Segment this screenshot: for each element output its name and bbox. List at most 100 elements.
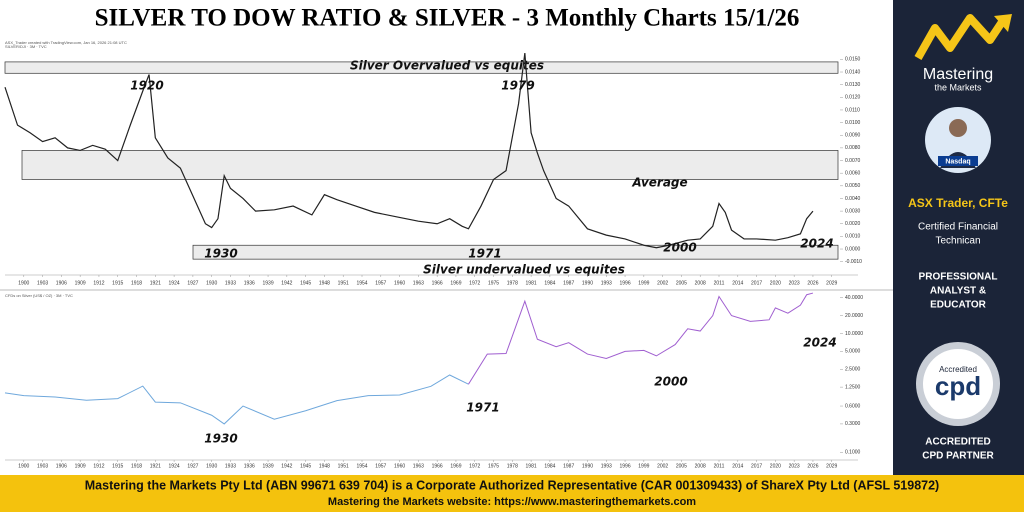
logo-arrowhead xyxy=(994,14,1012,32)
x-tick-label: 1990 xyxy=(582,280,593,286)
x-tick-label: 2026 xyxy=(807,280,818,286)
x-tick-label: 2005 xyxy=(676,463,687,469)
y-tick-label: 5.0000 xyxy=(845,349,861,355)
y-tick-label: 1.2500 xyxy=(845,384,861,390)
x-tick-label: 1930 xyxy=(206,280,217,286)
x-tick-label: 1930 xyxy=(206,463,217,469)
x-tick-label: 2026 xyxy=(807,463,818,469)
x-tick-label: 1978 xyxy=(507,463,518,469)
y-tick-label: 0.0020 xyxy=(845,221,861,227)
zone xyxy=(21,150,839,180)
x-tick-label: 1921 xyxy=(150,280,161,286)
x-tick-label: 1927 xyxy=(187,280,198,286)
x-tick-label: 1966 xyxy=(432,280,443,286)
x-tick-label: 1927 xyxy=(187,463,198,469)
x-tick-label: 2017 xyxy=(751,280,762,286)
x-tick-label: 1900 xyxy=(18,463,29,469)
y-tick-label: 0.0140 xyxy=(845,69,861,75)
x-tick-label: 1912 xyxy=(93,280,104,286)
x-tick-label: 1981 xyxy=(526,280,537,286)
x-tick-label: 1984 xyxy=(544,280,555,286)
x-tick-label: 1948 xyxy=(319,463,330,469)
logo-arrow xyxy=(914,14,1006,60)
logo-subtext: the Markets xyxy=(934,82,982,92)
x-tick-label: 1984 xyxy=(544,463,555,469)
x-tick-label: 1981 xyxy=(526,463,537,469)
annotation: 2024 xyxy=(803,336,836,350)
x-tick-label: 1936 xyxy=(244,280,255,286)
badge: Nasdaq xyxy=(945,158,970,165)
x-tick-label: 1906 xyxy=(56,463,67,469)
x-tick-label: 1954 xyxy=(356,463,367,469)
x-tick-label: 1906 xyxy=(56,280,67,286)
cpd-logo: cpd xyxy=(935,371,981,401)
page-title: SILVER TO DOW RATIO & SILVER - 3 Monthly… xyxy=(95,5,800,32)
x-tick-label: 1939 xyxy=(262,280,273,286)
x-tick-label: 1909 xyxy=(75,280,86,286)
chart-subtitle: SILVER/DJI · 3M · TVC xyxy=(5,44,47,49)
x-tick-label: 2002 xyxy=(657,463,668,469)
annotation: 1971 xyxy=(466,401,499,415)
x-tick-label: 2005 xyxy=(676,280,687,286)
x-tick-label: 1945 xyxy=(300,280,311,286)
badge-bg xyxy=(938,156,978,166)
tagline: ANALYST & xyxy=(930,286,986,297)
x-tick-label: 1972 xyxy=(469,463,480,469)
annotation: 1930 xyxy=(204,247,237,261)
x-tick-label: 1993 xyxy=(601,280,612,286)
y-tick-label: 0.0090 xyxy=(845,133,861,139)
x-tick-label: 1924 xyxy=(169,463,180,469)
tagline: EDUCATOR xyxy=(930,300,987,311)
x-tick-label: 1969 xyxy=(450,463,461,469)
x-tick-label: 1918 xyxy=(131,463,142,469)
photo-head xyxy=(949,119,967,137)
x-tick-label: 1963 xyxy=(413,280,424,286)
x-tick-label: 2011 xyxy=(714,463,725,469)
x-tick-label: 1942 xyxy=(281,280,292,286)
y-tick-label: -0.0010 xyxy=(845,259,862,265)
y-tick-label: 0.3000 xyxy=(845,421,861,427)
footer-line: Mastering the Markets Pty Ltd (ABN 99671… xyxy=(85,478,939,492)
x-tick-label: 2023 xyxy=(789,280,800,286)
role: Technican xyxy=(935,236,980,247)
cpd-badge xyxy=(923,349,993,419)
y-tick-label: 0.0110 xyxy=(845,107,860,113)
x-tick-label: 1999 xyxy=(638,280,649,286)
x-tick-label: 1939 xyxy=(262,463,273,469)
annotation: 2000 xyxy=(654,375,687,389)
x-tick-label: 1945 xyxy=(300,463,311,469)
x-tick-label: 1996 xyxy=(619,280,630,286)
y-tick-label: 0.0010 xyxy=(845,234,861,240)
x-tick-label: 2011 xyxy=(714,280,725,286)
role: Certified Financial xyxy=(918,222,998,233)
annotation: 2024 xyxy=(800,237,833,251)
x-tick-label: 1903 xyxy=(37,463,48,469)
x-tick-label: 1972 xyxy=(469,280,480,286)
x-tick-label: 1951 xyxy=(338,280,349,286)
x-tick-label: 1933 xyxy=(225,280,236,286)
x-tick-label: 1963 xyxy=(413,463,424,469)
x-tick-label: 1933 xyxy=(225,463,236,469)
x-tick-label: 1942 xyxy=(281,463,292,469)
x-tick-label: 1987 xyxy=(563,280,574,286)
x-tick-label: 1918 xyxy=(131,280,142,286)
x-tick-label: 2017 xyxy=(751,463,762,469)
x-tick-label: 1948 xyxy=(319,280,330,286)
x-tick-label: 1993 xyxy=(601,463,612,469)
x-tick-label: 1960 xyxy=(394,463,405,469)
x-tick-label: 1978 xyxy=(507,280,518,286)
x-tick-label: 1999 xyxy=(638,463,649,469)
x-tick-label: 1996 xyxy=(619,463,630,469)
footer-line: Mastering the Markets website: https://w… xyxy=(328,496,696,508)
cpd-top: Accredited xyxy=(939,365,977,374)
footer xyxy=(0,475,1024,512)
tagline: PROFESSIONAL xyxy=(919,272,998,283)
annotation: 1979 xyxy=(501,79,534,93)
x-tick-label: 1909 xyxy=(75,463,86,469)
y-tick-label: 0.0070 xyxy=(845,158,861,164)
x-tick-label: 1921 xyxy=(150,463,161,469)
x-tick-label: 1990 xyxy=(582,463,593,469)
logo-text: Mastering xyxy=(923,66,993,83)
y-tick-label: 2.5000 xyxy=(845,367,861,373)
zone xyxy=(4,61,839,74)
